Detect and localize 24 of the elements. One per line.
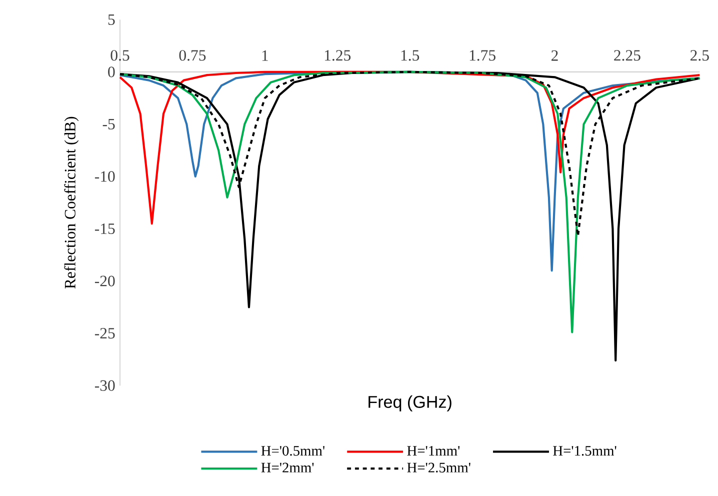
y-tick-label: -15 [94,224,115,234]
legend-label: H='0.5mm' [261,446,324,456]
x-tick-label: 1.75 [470,50,496,61]
y-tick-label: 0 [108,66,115,78]
x-tick-label: 0.5 [110,50,130,61]
x-tick-label: 1 [262,50,268,61]
y-tick-label: 5 [108,14,115,26]
y-tick-label: -20 [94,276,115,286]
y-axis-title: Reflection Coefficient (dB) [64,117,79,289]
legend-label: H='1mm' [407,446,460,456]
y-tick-label: -25 [94,328,115,339]
legend-label: H='2.5mm' [407,462,470,473]
x-tick-label: 0.75 [179,50,206,61]
x-tick-label: 2.5 [690,50,709,61]
legend-label: H='1.5mm' [553,446,616,456]
x-tick-label: 2 [552,50,558,61]
x-tick-label: 1.25 [324,50,351,61]
legend-label: H='2mm' [261,462,314,472]
x-tick-label: 1.5 [401,50,420,61]
x-tick-label: 2.25 [614,50,640,61]
y-tick-label: -30 [94,380,115,391]
y-tick-label: -5 [102,119,115,130]
y-tick-label: -10 [94,171,115,182]
x-axis-title: Freq (GHz) [368,396,452,412]
